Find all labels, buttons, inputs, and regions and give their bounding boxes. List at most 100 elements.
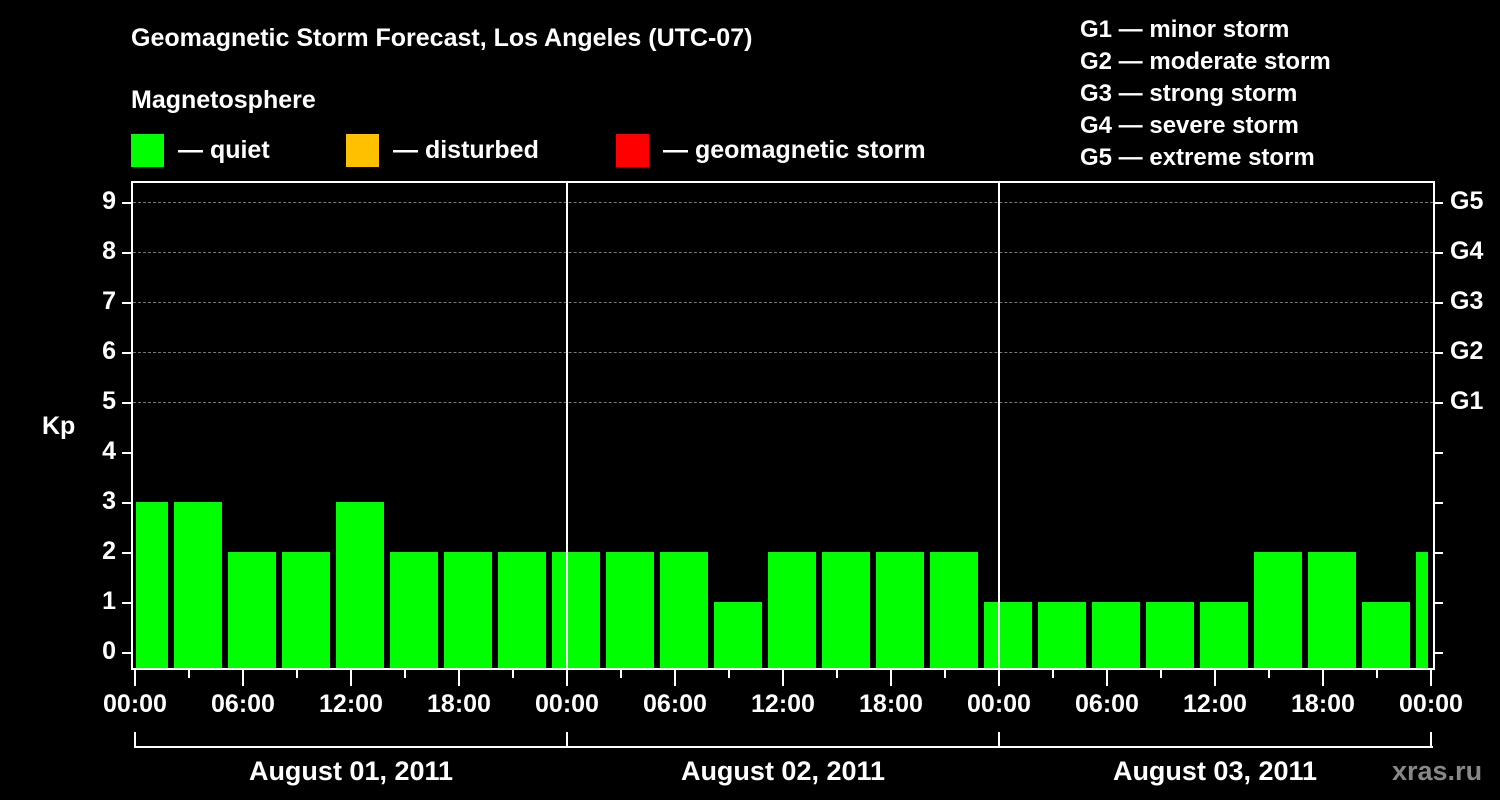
y-tick-label: 9 [102,187,116,215]
legend-storm: — geomagnetic storm [616,134,926,167]
g-scale-label: G3 [1450,287,1484,315]
kp-bar [1416,552,1428,668]
x-minor-tick [1268,670,1270,678]
x-minor-tick [512,670,514,678]
chart-subtitle: Magnetosphere [131,86,316,114]
x-major-tick [1106,670,1108,686]
y-tick-label: 3 [102,487,116,515]
x-major-tick [1214,670,1216,686]
x-minor-tick [296,670,298,678]
x-minor-tick [944,670,946,678]
kp-bar [336,502,384,668]
kp-bar [228,552,276,668]
day-bracket-tick [1430,732,1432,748]
y-tick [122,452,132,454]
kp-bar [984,602,1032,668]
legend-quiet-label: — quiet [178,136,270,164]
legend-disturbed-label: — disturbed [393,136,539,164]
kp-bar [822,552,870,668]
kp-bar [876,552,924,668]
y-tick [122,552,132,554]
storm-scale-list: G1 — minor storm G2 — moderate storm G3 … [1080,14,1331,174]
kp-bar [930,552,978,668]
g-scale-label: G5 [1450,187,1484,215]
kp-bar [606,552,654,668]
kp-bar [1254,552,1302,668]
right-tick [1433,402,1443,404]
y-tick [122,602,132,604]
y-tick-label: 4 [102,437,116,465]
y-tick [122,652,132,654]
x-minor-tick [1052,670,1054,678]
y-tick-label: 5 [102,387,116,415]
day-bracket-line [135,746,1433,748]
y-tick-label: 1 [102,587,116,615]
right-tick [1433,502,1443,504]
x-tick-label: 00:00 [967,690,1031,718]
day-bracket-tick [566,732,568,748]
x-major-tick [566,670,568,686]
x-tick-label: 06:00 [211,690,275,718]
x-minor-tick [1160,670,1162,678]
x-tick-label: 12:00 [751,690,815,718]
day-separator [998,183,1000,668]
x-minor-tick [728,670,730,678]
right-tick [1433,602,1443,604]
day-bracket-tick [998,732,1000,748]
day-bracket-tick [134,732,136,748]
x-major-tick [1430,670,1432,686]
y-tick [122,202,132,204]
right-tick [1433,552,1443,554]
right-tick [1433,452,1443,454]
x-tick-label: 18:00 [1291,690,1355,718]
x-major-tick [1322,670,1324,686]
x-major-tick [458,670,460,686]
y-tick [122,402,132,404]
storm-scale-g2: G2 — moderate storm [1080,48,1331,75]
disturbed-swatch-icon [346,134,379,167]
y-tick [122,302,132,304]
right-tick [1433,202,1443,204]
grid-line [133,202,1433,203]
x-tick-label: 18:00 [427,690,491,718]
x-major-tick [350,670,352,686]
day-separator [566,183,568,668]
g-scale-label: G2 [1450,337,1484,365]
x-major-tick [998,670,1000,686]
y-tick-label: 8 [102,237,116,265]
kp-bar [1038,602,1086,668]
x-tick-label: 06:00 [643,690,707,718]
storm-scale-g1: G1 — minor storm [1080,16,1290,43]
chart-frame [131,181,1435,670]
x-tick-label: 06:00 [1075,690,1139,718]
kp-bar [1200,602,1248,668]
right-tick [1433,352,1443,354]
kp-bar [1146,602,1194,668]
x-major-tick [890,670,892,686]
quiet-swatch-icon [131,134,164,167]
kp-bar [174,502,222,668]
grid-line [133,302,1433,303]
kp-bar [1092,602,1140,668]
x-minor-tick [836,670,838,678]
y-tick-label: 7 [102,287,116,315]
legend-disturbed: — disturbed [346,134,539,167]
x-major-tick [674,670,676,686]
storm-swatch-icon [616,134,649,167]
kp-bar [390,552,438,668]
x-major-tick [242,670,244,686]
x-minor-tick [404,670,406,678]
y-tick-label: 2 [102,537,116,565]
right-tick [1433,302,1443,304]
x-minor-tick [1376,670,1378,678]
x-minor-tick [620,670,622,678]
day-label: August 02, 2011 [680,756,886,786]
kp-bar [1362,602,1410,668]
x-tick-label: 18:00 [859,690,923,718]
g-scale-label: G4 [1450,237,1484,265]
kp-bar [1308,552,1356,668]
g-scale-label: G1 [1450,387,1484,415]
brand-watermark: xras.ru [1392,756,1483,786]
day-label: August 03, 2011 [1112,756,1318,786]
x-tick-label: 00:00 [535,690,599,718]
